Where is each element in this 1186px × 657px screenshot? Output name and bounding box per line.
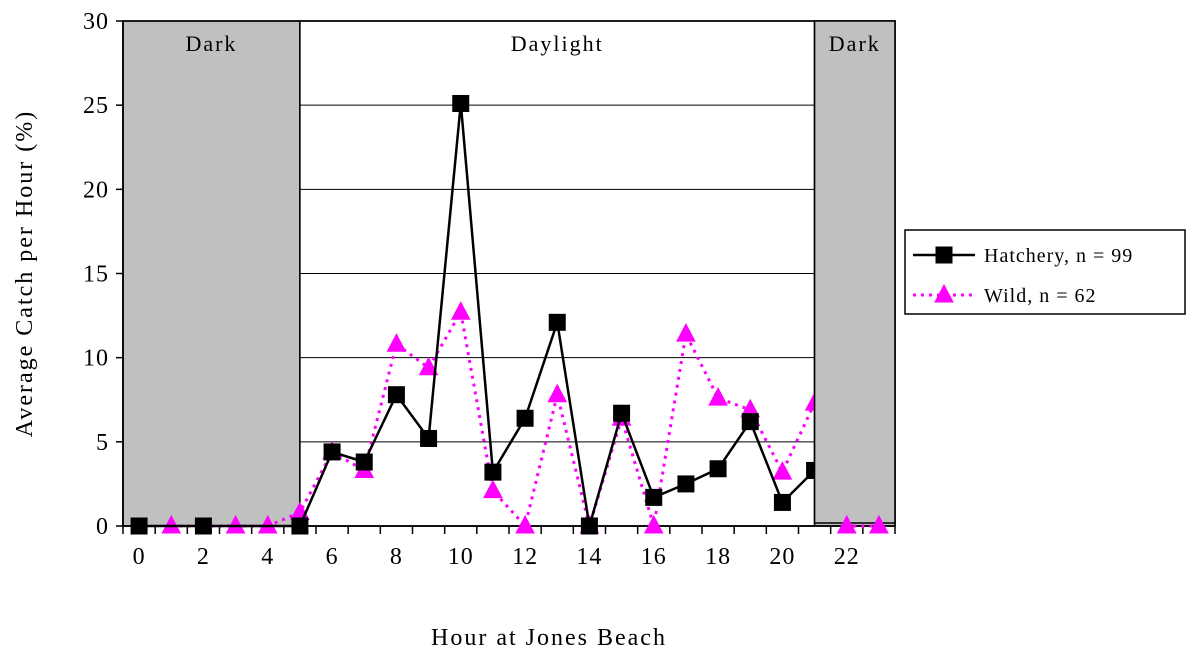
x-tick-label-0: 0	[133, 544, 146, 570]
data-point-wild	[257, 514, 278, 534]
data-point-wild	[515, 514, 535, 534]
y-tick-label-25: 25	[83, 93, 109, 119]
legend: Hatchery, n = 99 Wild, n = 62	[904, 229, 1186, 315]
data-point-hatchery	[741, 413, 759, 431]
data-point-hatchery	[580, 517, 598, 535]
data-point-hatchery	[452, 94, 470, 112]
x-tick-label-20: 20	[769, 544, 795, 570]
data-point-hatchery	[645, 488, 663, 506]
data-point-hatchery	[420, 429, 438, 447]
data-point-hatchery	[613, 404, 631, 422]
data-point-hatchery	[484, 463, 502, 481]
series-line-wild	[171, 310, 879, 528]
band-0-area	[122, 20, 301, 527]
data-point-wild	[547, 383, 568, 403]
y-tick-label-5: 5	[96, 430, 109, 456]
right-dark-band-overlay	[813, 20, 896, 524]
x-tick-label-4: 4	[261, 544, 274, 570]
x-tick-label-6: 6	[326, 544, 339, 570]
data-series: Dark	[130, 20, 896, 535]
data-point-hatchery	[291, 517, 309, 535]
data-point-wild	[836, 514, 857, 534]
data-point-wild	[483, 479, 503, 499]
x-tick-label-14: 14	[576, 544, 602, 570]
data-point-wild	[869, 514, 889, 534]
x-axis-title: Hour at Jones Beach	[431, 625, 667, 651]
data-point-hatchery	[323, 443, 341, 461]
legend-marker-wild	[934, 283, 954, 303]
data-point-hatchery	[355, 453, 373, 471]
data-point-hatchery	[709, 460, 727, 478]
x-tick-label-18: 18	[705, 544, 731, 570]
data-point-wild	[708, 386, 728, 406]
data-point-wild	[418, 356, 439, 376]
data-point-hatchery	[194, 517, 212, 535]
data-point-wild	[450, 301, 471, 320]
data-point-wild	[772, 461, 793, 480]
data-point-wild	[643, 514, 664, 534]
x-tick-label-12: 12	[512, 544, 538, 570]
band-1-label: Daylight	[511, 31, 604, 56]
x-tick-label-8: 8	[390, 544, 403, 570]
data-point-hatchery	[773, 493, 791, 511]
legend-label-wild: Wild, n = 62	[984, 285, 1096, 307]
gridlines	[299, 104, 815, 443]
data-point-wild	[225, 514, 246, 534]
legend-label-hatchery: Hatchery, n = 99	[984, 245, 1133, 267]
right-dark-band-overlay-label: Dark	[829, 31, 881, 56]
data-point-hatchery	[516, 409, 534, 427]
y-tick-label-30: 30	[83, 9, 109, 35]
y-tick-label-20: 20	[83, 177, 109, 203]
y-tick-label-15: 15	[83, 262, 109, 288]
data-point-hatchery	[548, 313, 566, 331]
x-tick-label-16: 16	[641, 544, 667, 570]
x-tick-label-22: 22	[834, 544, 860, 570]
data-point-wild	[161, 514, 182, 534]
legend-marker-hatchery	[935, 246, 953, 264]
series-hatchery	[130, 94, 824, 535]
x-tick-label-10: 10	[448, 544, 474, 570]
data-point-hatchery	[677, 475, 695, 493]
band-0-label: Dark	[185, 31, 237, 56]
data-point-hatchery	[130, 517, 148, 535]
x-tick-label-2: 2	[197, 544, 210, 570]
y-tick-label-0: 0	[96, 514, 109, 540]
y-axis-title: Average Catch per Hour (%)	[12, 110, 38, 437]
data-point-wild	[676, 323, 696, 342]
y-tick-label-10: 10	[83, 346, 109, 372]
data-point-hatchery	[387, 386, 405, 404]
data-point-wild	[386, 333, 407, 352]
axes: 0 5 10 15 20 25 30 0 2 4 6 8 10 12 14 16 18 20 22	[83, 9, 896, 570]
